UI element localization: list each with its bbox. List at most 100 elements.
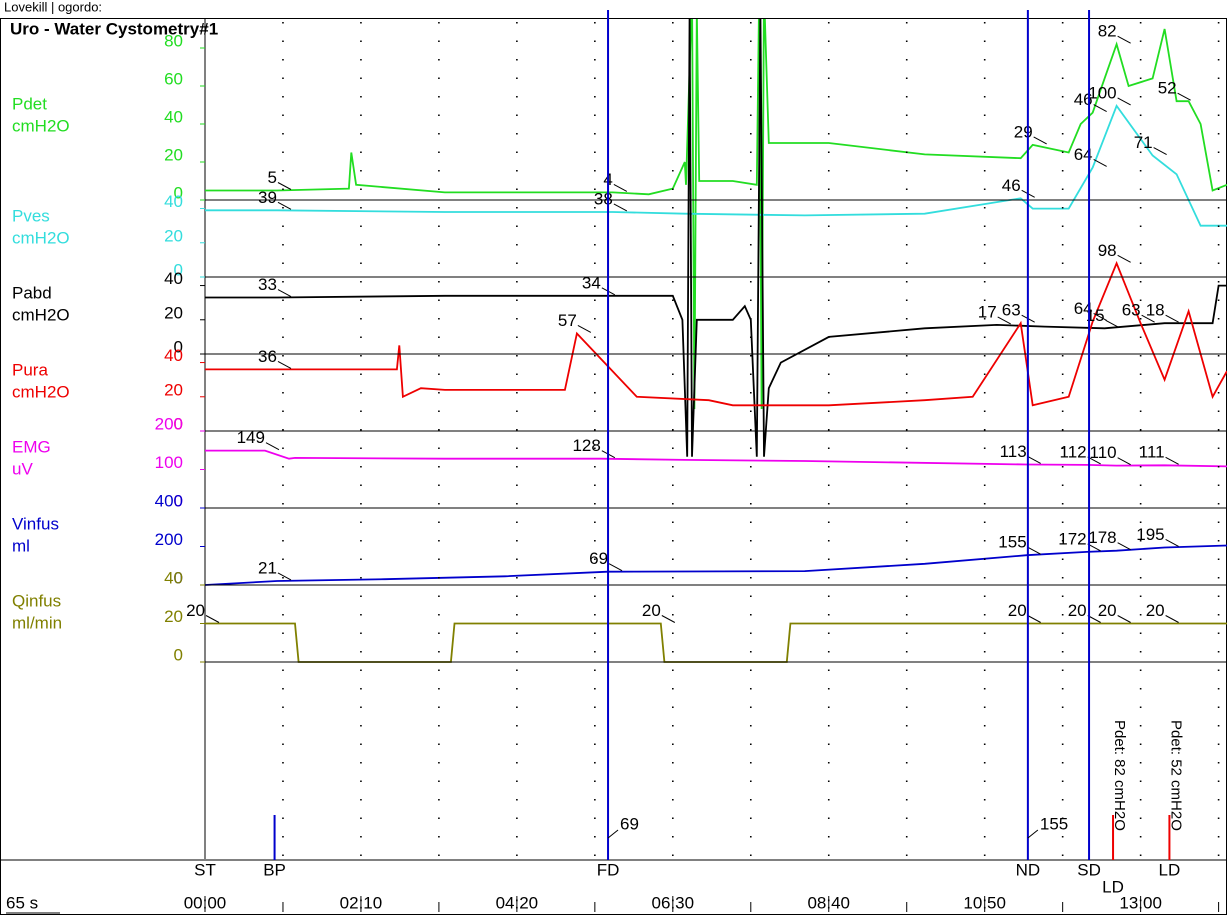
value-label: 20 bbox=[1068, 601, 1087, 620]
y-tick-label: 0 bbox=[174, 414, 183, 433]
chart-title: Uro - Water Cystometry#1 bbox=[10, 19, 218, 38]
label-leader bbox=[608, 563, 623, 572]
label-leader bbox=[613, 183, 628, 192]
label-leader bbox=[1117, 615, 1131, 623]
trace bbox=[205, 19, 1227, 457]
label-leader bbox=[1093, 159, 1107, 167]
value-label: 128 bbox=[572, 436, 600, 455]
label-leader bbox=[205, 615, 220, 623]
label-leader bbox=[277, 182, 292, 190]
y-tick-label: 60 bbox=[164, 69, 183, 88]
label-leader bbox=[1165, 314, 1179, 323]
value-label: 113 bbox=[1000, 442, 1027, 461]
value-label: 46 bbox=[1002, 176, 1021, 195]
value-label: 46 bbox=[1074, 90, 1093, 109]
label-leader bbox=[1027, 615, 1041, 623]
scale-label: 65 s bbox=[6, 893, 38, 912]
y-tick-label: 0 bbox=[174, 568, 183, 587]
value-label: 111 bbox=[1139, 443, 1165, 462]
channel-unit: uV bbox=[12, 459, 33, 478]
y-tick-label: 0 bbox=[174, 491, 183, 510]
y-tick-label: 40 bbox=[164, 568, 183, 587]
value-label: 178 bbox=[1088, 528, 1116, 547]
value-label: 15 bbox=[1086, 306, 1105, 325]
event-label: ST bbox=[194, 860, 216, 879]
y-tick-label: 20 bbox=[164, 380, 183, 399]
value-label: 52 bbox=[1158, 79, 1177, 98]
value-label: 20 bbox=[642, 601, 661, 620]
event-label: LD bbox=[1102, 877, 1124, 896]
y-tick-label: 40 bbox=[164, 107, 183, 126]
event-label: ND bbox=[1016, 860, 1041, 879]
event-volume: 155 bbox=[1040, 814, 1068, 833]
value-label: 36 bbox=[258, 347, 277, 366]
value-label: 20 bbox=[1146, 601, 1165, 620]
value-label: 21 bbox=[258, 558, 277, 577]
label-leader bbox=[1117, 542, 1131, 551]
value-label: 34 bbox=[582, 273, 601, 292]
label-leader bbox=[577, 325, 592, 333]
value-label: 57 bbox=[558, 311, 577, 330]
channel-name: Pabd bbox=[12, 283, 52, 302]
channel-name: Vinfus bbox=[12, 514, 59, 533]
label-leader bbox=[1141, 314, 1155, 323]
value-label: 64 bbox=[1074, 145, 1093, 164]
channel-unit: cmH2O bbox=[12, 382, 70, 401]
value-label: 17 bbox=[978, 302, 997, 321]
label-leader bbox=[1027, 546, 1041, 555]
value-label: 63 bbox=[1002, 301, 1021, 320]
label-leader bbox=[1117, 254, 1131, 263]
value-label: 100 bbox=[1088, 83, 1116, 102]
label-leader bbox=[1033, 136, 1047, 145]
channel-unit: cmH2O bbox=[12, 116, 70, 135]
label-leader bbox=[1153, 147, 1167, 155]
value-label: 172 bbox=[1058, 529, 1086, 548]
label-leader bbox=[661, 615, 676, 623]
y-tick-label: 0 bbox=[174, 183, 183, 202]
channel-unit: ml/min bbox=[12, 613, 62, 632]
value-label: 29 bbox=[1014, 122, 1033, 141]
trace bbox=[205, 544, 1227, 586]
label-leader bbox=[277, 360, 292, 369]
channel-unit: cmH2O bbox=[12, 228, 70, 247]
label-leader bbox=[997, 316, 1011, 325]
event-label: SD bbox=[1077, 860, 1101, 879]
y-tick-label: 0 bbox=[174, 645, 183, 664]
y-tick-label: 400 bbox=[155, 491, 183, 510]
value-label: 71 bbox=[1134, 133, 1153, 152]
event-label: BP bbox=[263, 860, 286, 879]
value-label: 20 bbox=[186, 601, 205, 620]
value-label: 149 bbox=[237, 428, 265, 447]
y-tick-label: 0 bbox=[174, 260, 183, 279]
value-label: 39 bbox=[258, 188, 277, 207]
label-leader bbox=[277, 201, 292, 210]
value-label: 98 bbox=[1098, 241, 1117, 260]
label-leader bbox=[1027, 829, 1039, 839]
label-leader bbox=[1105, 319, 1119, 328]
label-leader bbox=[613, 203, 628, 212]
channel-name: Qinfus bbox=[12, 591, 61, 610]
value-label: 69 bbox=[589, 549, 608, 568]
label-leader bbox=[1027, 456, 1041, 464]
label-leader bbox=[1165, 539, 1179, 547]
label-leader bbox=[1165, 615, 1179, 623]
label-leader bbox=[607, 829, 619, 839]
y-tick-label: 20 bbox=[164, 303, 183, 322]
label-leader bbox=[277, 289, 292, 297]
y-tick-label: 20 bbox=[164, 607, 183, 626]
value-label: 195 bbox=[1136, 525, 1164, 544]
label-leader bbox=[1117, 97, 1131, 106]
event-note: Pdet: 52 cmH2O bbox=[1167, 720, 1184, 831]
value-label: 112 bbox=[1060, 442, 1087, 461]
channel-name: EMG bbox=[12, 437, 51, 456]
event-label: LD bbox=[1159, 860, 1181, 879]
value-label: 20 bbox=[1098, 601, 1117, 620]
value-label: 82 bbox=[1098, 22, 1117, 41]
channel-name: Pura bbox=[12, 360, 48, 379]
y-tick-label: 20 bbox=[164, 145, 183, 164]
value-label: 5 bbox=[268, 168, 277, 187]
value-label: 110 bbox=[1090, 443, 1117, 462]
y-tick-label: 200 bbox=[155, 530, 183, 549]
event-label: FD bbox=[597, 860, 620, 879]
